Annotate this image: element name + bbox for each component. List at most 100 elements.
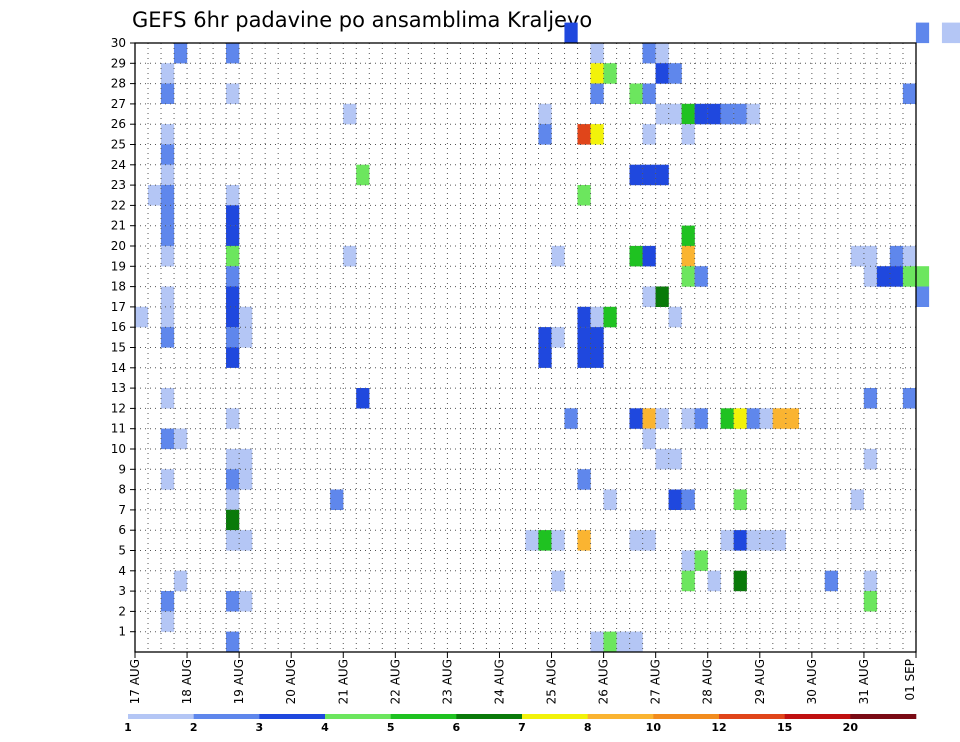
x-tick-label: 21 AUG: [336, 659, 350, 704]
heatmap-cell: [226, 509, 240, 531]
heatmap-cell: [590, 306, 604, 328]
heatmap-cell: [226, 286, 240, 307]
heatmap-cell: [226, 185, 240, 206]
heatmap-cell: [642, 245, 656, 267]
heatmap-cell: [590, 63, 604, 84]
heatmap-cell: [850, 489, 865, 510]
heatmap-cell: [707, 570, 721, 592]
heatmap-cell: [863, 591, 878, 612]
heatmap-cell: [160, 388, 175, 409]
y-tick-label: 1: [118, 625, 126, 639]
color-legend: 1 2 3 4 5 6 7 8 10 12 15 20: [124, 714, 917, 734]
heatmap-cell: [681, 103, 695, 125]
heatmap-cell: [629, 631, 643, 653]
heatmap-cell: [850, 245, 865, 267]
heatmap-cell: [655, 42, 669, 64]
heatmap-cell: [876, 266, 891, 287]
heatmap-cell: [160, 306, 175, 328]
heatmap-cell: [863, 570, 878, 592]
heatmap-cell: [226, 530, 240, 551]
heatmap-cell: [160, 225, 175, 247]
legend-swatch: [784, 714, 851, 719]
legend-label: 20: [843, 721, 859, 734]
heatmap-cell: [226, 347, 240, 368]
legend-swatch: [850, 714, 917, 719]
heatmap-cell: [577, 469, 591, 490]
heatmap-cell: [863, 388, 878, 409]
heatmap-cell: [681, 124, 695, 145]
y-tick-label: 20: [111, 239, 126, 253]
heatmap-cell: [551, 570, 565, 592]
heatmap-cell: [226, 306, 240, 328]
heatmap-cell: [668, 63, 682, 84]
heatmap-cell: [226, 327, 240, 348]
y-tick-label: 26: [111, 117, 126, 131]
heatmap-cell: [226, 489, 240, 510]
heatmap-cell: [759, 530, 773, 551]
heatmap-cell: [160, 144, 175, 165]
heatmap-cell: [746, 408, 760, 429]
y-tick-label: 23: [111, 178, 126, 192]
x-tick-label: 30 AUG: [805, 659, 819, 704]
heatmap-cell: [642, 408, 656, 429]
heatmap-cell: [746, 103, 760, 125]
heatmap-cell: [343, 103, 357, 125]
heatmap-cell: [863, 245, 878, 267]
y-tick-label: 21: [111, 219, 126, 233]
heatmap-cell: [863, 448, 878, 470]
legend-label: 2: [190, 721, 198, 734]
heatmap-cell: [603, 489, 617, 510]
heatmap-cell: [538, 103, 552, 125]
chart-title: GEFS 6hr padavine po ansamblima Kraljevo: [132, 8, 592, 32]
x-tick-label: 19 AUG: [232, 659, 246, 704]
heatmap-cell: [642, 530, 656, 551]
legend-swatch: [390, 714, 457, 719]
x-tick-label: 24 AUG: [492, 659, 506, 704]
y-tick-label: 30: [111, 36, 126, 50]
heatmap-cell: [239, 469, 253, 490]
heatmap-cell: [173, 42, 188, 64]
heatmap-cell: [902, 266, 917, 287]
heatmap-cell: [356, 164, 370, 186]
y-tick-label: 10: [111, 442, 126, 456]
heatmap-cell: [160, 164, 175, 186]
heatmap-cell: [603, 631, 617, 653]
heatmap-cell: [226, 225, 240, 247]
x-axis-ticks: 17 AUG 18 AUG 19 AUG 20 AUG 21 AUG 22 AUG 23 A…: [128, 652, 917, 704]
heatmap-cell: [551, 327, 565, 348]
heatmap-cell: [239, 591, 253, 612]
grid-lines: [135, 43, 916, 652]
heatmap-cell: [694, 408, 708, 429]
heatmap-cell: [616, 631, 630, 653]
heatmap-cell: [160, 611, 175, 632]
x-tick-label: 28 AUG: [701, 659, 715, 704]
heatmap-cell: [655, 408, 669, 429]
heatmap-cell: [160, 286, 175, 307]
heatmap-cell: [889, 266, 904, 287]
heatmap-cell: [160, 245, 175, 267]
heatmap-cell: [720, 530, 734, 551]
legend-label: 8: [584, 721, 592, 734]
x-tick-label: 01 SEP: [903, 659, 917, 701]
heatmap-cell: [655, 286, 669, 307]
heatmap-cell: [330, 489, 344, 510]
heatmap-cell: [694, 550, 708, 571]
heatmap-cell: [681, 570, 695, 592]
heatmap-cell: [733, 103, 747, 125]
heatmap-cell: [629, 83, 643, 104]
heatmap-cell: [681, 550, 695, 571]
y-tick-label: 12: [111, 401, 126, 415]
heatmap-cell: [603, 63, 617, 84]
heatmap-cell: [668, 448, 682, 470]
legend-label: 1: [124, 721, 132, 734]
x-tick-label: 25 AUG: [545, 659, 559, 704]
heatmap-cell: [603, 306, 617, 328]
legend-label: 4: [321, 721, 329, 734]
heatmap-cell: [668, 489, 682, 510]
heatmap-cell: [694, 103, 708, 125]
legend-swatch: [522, 714, 588, 719]
x-tick-label: 29 AUG: [753, 659, 767, 704]
heatmap-cell: [954, 22, 960, 44]
y-tick-label: 15: [111, 341, 126, 355]
heatmap-cell: [525, 530, 539, 551]
